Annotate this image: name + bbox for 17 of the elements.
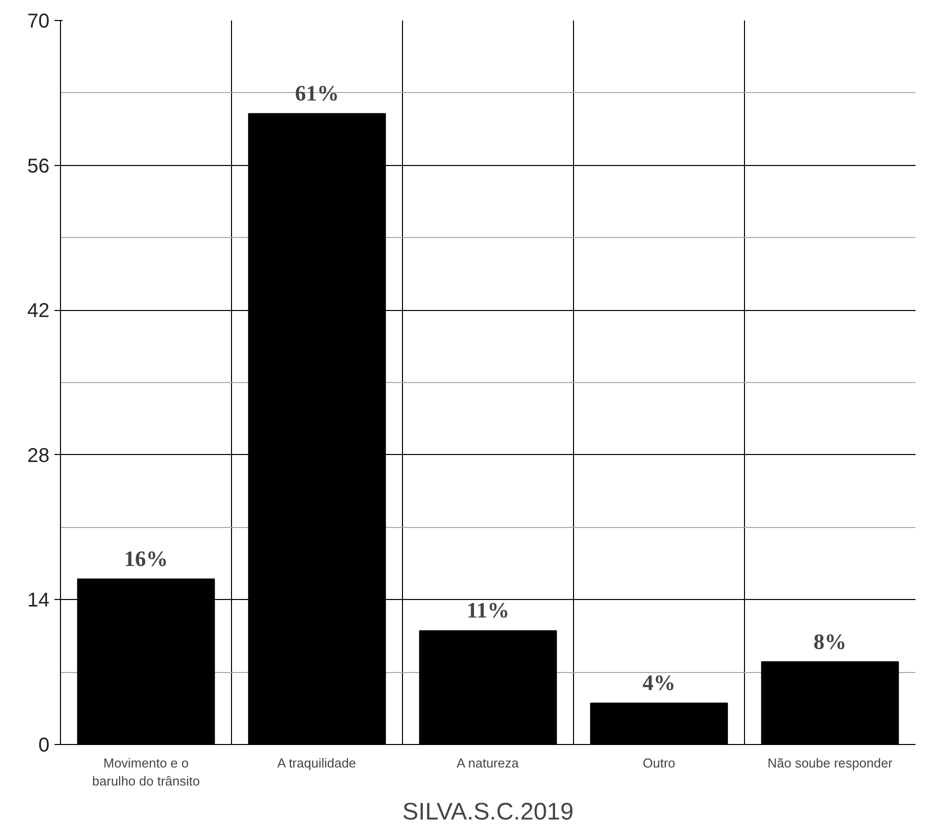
- text: SILVA.S.C.2019: [402, 798, 574, 826]
- x-tick-label: Não soube responder: [767, 756, 894, 770]
- data-label: 16%: [124, 546, 168, 572]
- x-tick-label: A natureza: [456, 756, 520, 770]
- data-label: 8%: [814, 628, 846, 654]
- x-tick-label: Outro: [642, 756, 676, 770]
- y-tick-label: 28: [27, 444, 50, 467]
- y-tick-label: 56: [27, 155, 50, 178]
- y-tick-label: 70: [27, 10, 50, 32]
- y-tick-label: 42: [27, 300, 50, 322]
- x-tick-label: Movimento e o barulho do trânsito: [92, 756, 200, 788]
- y-tick-label: 0: [38, 734, 50, 756]
- y-tick-label: 14: [27, 590, 50, 612]
- x-tick-label: A traquilidade: [277, 756, 356, 770]
- data-label: 4%: [642, 670, 676, 696]
- data-label: 61%: [295, 80, 339, 106]
- data-label: 11%: [466, 598, 510, 623]
